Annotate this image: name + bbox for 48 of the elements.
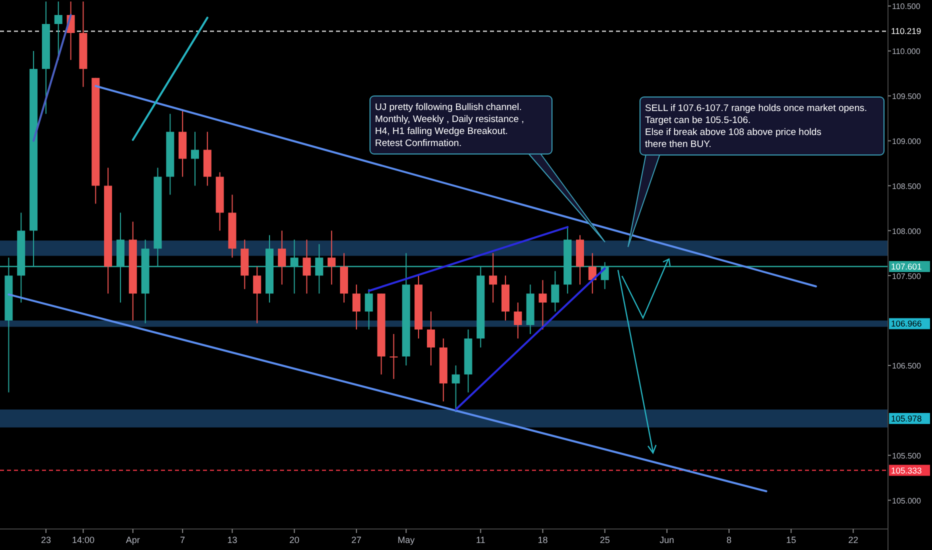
- y-tick-label: 109.500: [892, 92, 922, 102]
- x-tick-label: 14:00: [72, 535, 94, 545]
- candlestick: [328, 230, 336, 286]
- candlestick: [588, 252, 596, 294]
- candlestick: [551, 270, 560, 312]
- candlestick: [302, 239, 311, 294]
- y-tick-label: 110.000: [892, 47, 921, 56]
- y-tick-label: 107.500: [892, 272, 922, 281]
- y-tick-label: 108.500: [892, 182, 922, 191]
- y-tick-label: 108.000: [892, 226, 922, 236]
- candlestick: [352, 284, 360, 330]
- ref-line-label: 110.219: [891, 26, 922, 36]
- candlestick: [489, 252, 498, 304]
- candlestick: [54, 1, 62, 60]
- x-tick-label: Apr: [126, 535, 140, 545]
- candlestick: [278, 230, 286, 286]
- x-tick-label: 15: [786, 535, 796, 545]
- candlestick: [514, 302, 522, 339]
- x-tick-label: 23: [40, 535, 51, 545]
- annotation: UJ pretty following Bullish channel. Monthly, Weekly , Daily resistance , H4, H1 falling Wedge Breakout. Retest Confirmation.: [375, 102, 524, 149]
- candlestick: [190, 131, 199, 186]
- band-label: 105.978: [891, 413, 922, 424]
- band-label: 106.966: [891, 318, 922, 329]
- y-tick-label: 105.000: [892, 496, 922, 506]
- x-tick-label: 27: [351, 535, 362, 545]
- candlestick: [390, 334, 398, 380]
- candlestick: [364, 288, 373, 330]
- y-tick-label: 110.500: [892, 2, 921, 12]
- x-tick-label: 11: [476, 535, 486, 545]
- x-tick-label: 25: [600, 535, 610, 545]
- x-tick-label: 18: [538, 535, 548, 545]
- y-tick-label: 106.500: [892, 362, 922, 371]
- x-tick-label: 13: [227, 535, 238, 545]
- x-tick-label: May: [398, 535, 416, 545]
- candlestick: [253, 266, 262, 324]
- candlestick: [426, 311, 435, 366]
- x-tick-label: Jun: [660, 535, 674, 545]
- y-tick-label: 105.500: [892, 452, 922, 461]
- candlestick: [452, 364, 460, 413]
- x-tick-label: 22: [848, 535, 858, 545]
- y-tick-label: 109.000: [892, 137, 922, 146]
- x-tick-label: 20: [289, 535, 300, 545]
- candlestick: [538, 280, 547, 330]
- x-tick-label: 8: [726, 535, 732, 545]
- ref-line-label: 105.333: [891, 465, 922, 476]
- x-tick-label: 7: [180, 535, 186, 545]
- annotation: SELL if 107.6-107.7 range holds once market opens. Target can be 105.5-106. Else if break above 108 above price holds there then BUY.: [645, 103, 867, 150]
- ref-line-label: 107.601: [891, 261, 922, 272]
